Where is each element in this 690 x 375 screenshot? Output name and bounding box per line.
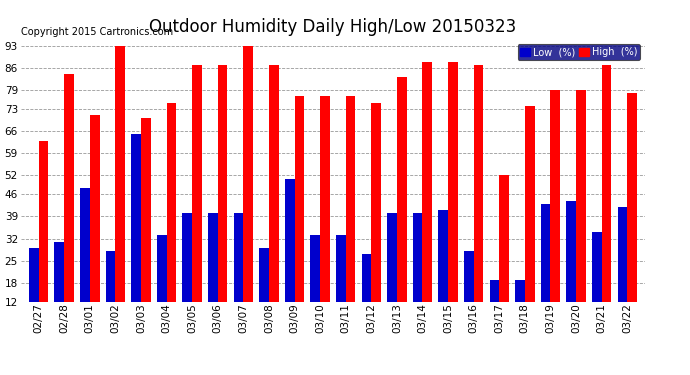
Bar [397,77,406,340]
Bar [541,204,551,340]
Bar [515,280,525,340]
Bar [438,210,448,340]
Bar [371,103,381,340]
Bar [208,213,218,340]
Bar [115,46,125,340]
Bar [448,62,458,340]
Bar [39,141,48,340]
Bar [259,248,269,340]
Bar [627,93,637,340]
Bar [131,134,141,340]
Bar [592,232,602,340]
Bar [320,96,330,340]
Bar [422,62,432,340]
Bar [618,207,627,340]
Bar [489,280,500,340]
Bar [90,115,99,340]
Bar [464,251,473,340]
Bar [602,64,611,340]
Bar [525,106,535,340]
Bar [244,46,253,340]
Bar [182,213,193,340]
Legend: Low  (%), High  (%): Low (%), High (%) [518,44,640,60]
Bar [234,213,244,340]
Bar [413,213,422,340]
Bar [295,96,304,340]
Bar [157,236,166,340]
Bar [473,64,484,340]
Bar [551,90,560,340]
Bar [141,118,150,340]
Bar [269,64,279,340]
Bar [218,64,228,340]
Bar [566,201,576,340]
Bar [500,176,509,340]
Bar [336,236,346,340]
Text: Copyright 2015 Cartronics.com: Copyright 2015 Cartronics.com [21,27,172,37]
Bar [362,254,371,340]
Bar [166,103,177,340]
Bar [346,96,355,340]
Bar [106,251,115,340]
Bar [576,90,586,340]
Bar [387,213,397,340]
Bar [80,188,90,340]
Bar [55,242,64,340]
Bar [29,248,39,340]
Bar [64,74,74,340]
Bar [193,64,202,340]
Title: Outdoor Humidity Daily High/Low 20150323: Outdoor Humidity Daily High/Low 20150323 [149,18,517,36]
Bar [285,178,295,340]
Bar [310,236,320,340]
